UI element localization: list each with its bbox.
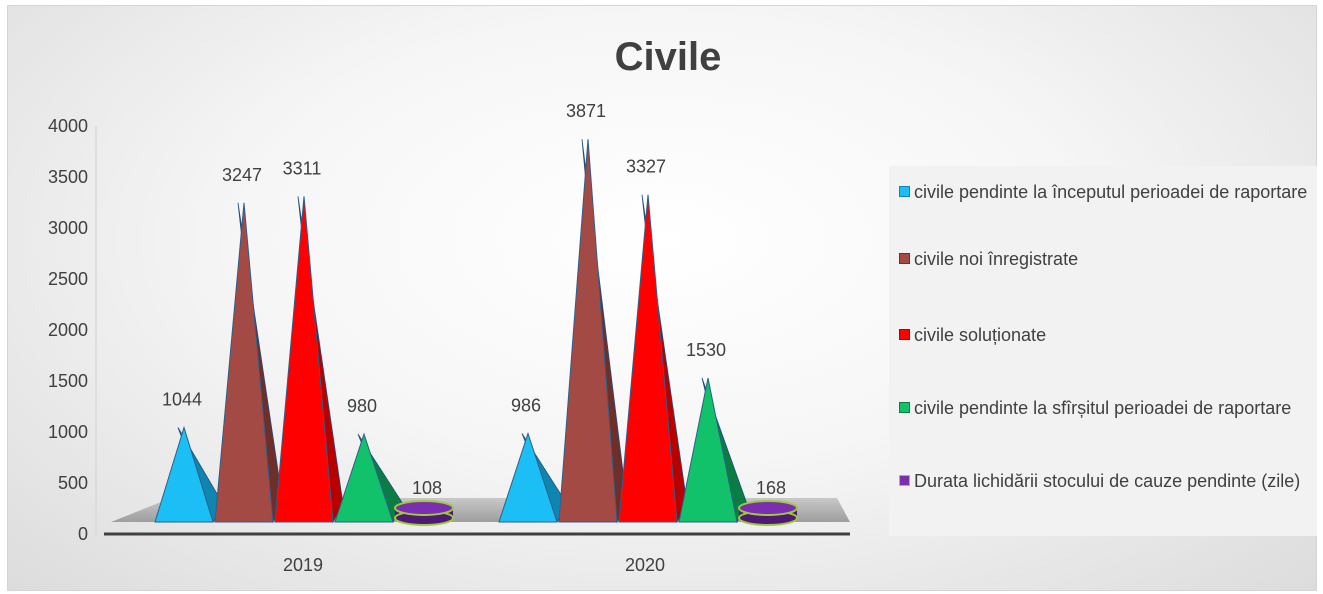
legend-item-durata: Durata lichidării stocului de cauze pend… — [899, 467, 1311, 495]
chart-area: Civile 0 500 1000 1500 2000 2500 3000 3500 4000 … — [7, 5, 1317, 591]
y-tick-label: 0 — [78, 524, 88, 544]
data-label: 168 — [756, 478, 786, 498]
cone-mark — [678, 377, 748, 524]
y-tick-label: 1000 — [48, 422, 88, 442]
x-category-label: 2020 — [625, 555, 665, 575]
legend-swatch-noi-inregistrate — [899, 253, 910, 264]
cone-mark — [334, 432, 404, 523]
data-label: 986 — [511, 395, 541, 415]
cone-mark — [214, 202, 284, 524]
data-label: 3327 — [626, 157, 666, 177]
chart-title: Civile — [615, 35, 722, 79]
data-label: 108 — [412, 478, 442, 498]
legend-label-pendinte-inceput: civile pendinte la începutul perioadei d… — [914, 182, 1308, 202]
cone-mark — [738, 500, 798, 526]
y-tick-label: 3000 — [48, 218, 88, 238]
legend-item-pendinte-inceput: civile pendinte la începutul perioadei d… — [899, 178, 1311, 206]
cone-mark — [274, 196, 344, 524]
y-tick-label: 500 — [58, 473, 88, 493]
legend-swatch-solutionate — [899, 329, 910, 340]
x-category-label: 2019 — [283, 555, 323, 575]
data-label: 3247 — [222, 165, 262, 185]
data-label: 3871 — [566, 101, 606, 121]
legend-swatch-pendinte-sfirsit — [899, 402, 910, 413]
y-tick-label: 2000 — [48, 320, 88, 340]
data-label: 980 — [347, 396, 377, 416]
cone-mark — [154, 425, 224, 523]
legend-item-noi-inregistrate: civile noi înregistrate — [899, 245, 1311, 273]
cone-mark — [618, 194, 688, 524]
legend-label-solutionate: civile soluționate — [914, 325, 1047, 345]
legend-swatch-durata — [899, 475, 910, 486]
legend-label-noi-inregistrate: civile noi înregistrate — [914, 249, 1079, 269]
legend-item-pendinte-sfirsit: civile pendinte la sfîrșitul perioadei d… — [899, 394, 1311, 422]
cone-mark — [558, 139, 628, 524]
legend-item-solutionate: civile soluționate — [899, 321, 1311, 349]
cone-mark — [394, 500, 454, 526]
cone-mark — [498, 431, 568, 523]
data-label: 1044 — [162, 390, 202, 410]
y-tick-label: 3500 — [48, 167, 88, 187]
legend-swatch-pendinte-inceput — [899, 186, 910, 197]
legend: civile pendinte la începutul perioadei d… — [889, 166, 1317, 536]
legend-label-pendinte-sfirsit: civile pendinte la sfîrșitul perioadei d… — [914, 398, 1292, 418]
chart-svg: Civile 05001000150020002500300035004000 … — [48, 35, 850, 575]
data-label: 1530 — [686, 340, 726, 360]
data-label: 3311 — [283, 158, 322, 178]
y-tick-label: 4000 — [48, 116, 88, 136]
legend-label-durata: Durata lichidării stocului de cauze pend… — [914, 471, 1301, 491]
y-tick-label: 2500 — [48, 269, 88, 289]
y-tick-label: 1500 — [48, 371, 88, 391]
